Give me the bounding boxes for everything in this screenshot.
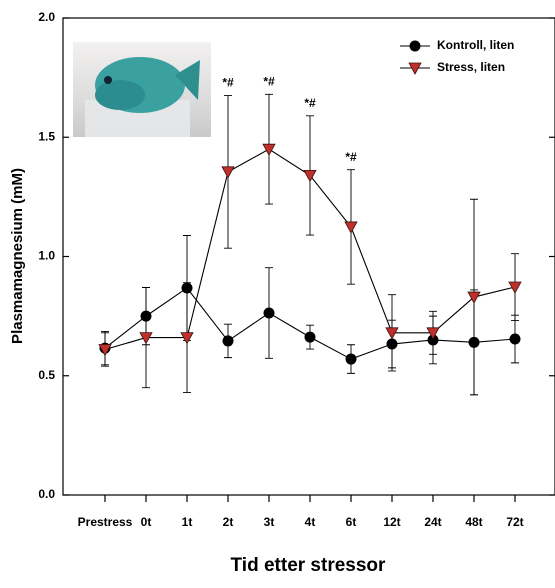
- y-tick-label: 1.5: [38, 129, 55, 143]
- data-point: [139, 332, 153, 345]
- data-point: [426, 327, 440, 340]
- data-point: [467, 291, 481, 304]
- data-point: [508, 281, 522, 294]
- x-tick-label: 3t: [264, 515, 275, 529]
- annotation: *#: [263, 74, 275, 88]
- annotation: *#: [222, 76, 234, 90]
- y-tick-label: 0.0: [38, 487, 55, 501]
- x-tick-label: 48t: [465, 515, 482, 529]
- data-point: [221, 166, 235, 179]
- data-point: [303, 170, 317, 183]
- data-point: [386, 338, 398, 350]
- data-point: [304, 331, 316, 343]
- x-axis-label: Tid etter stressor: [231, 555, 386, 576]
- legend-marker: [408, 62, 422, 75]
- data-point: [181, 282, 193, 294]
- x-tick-label: Prestress: [78, 515, 133, 529]
- y-tick-label: 1.0: [38, 249, 55, 263]
- data-point: [262, 143, 276, 157]
- data-point: [427, 334, 439, 346]
- data-point: [345, 353, 357, 365]
- data-point: [468, 336, 480, 348]
- fish-photo: [73, 42, 211, 137]
- legend-marker: [409, 40, 421, 52]
- data-point: [263, 307, 275, 319]
- data-point: [180, 332, 194, 345]
- x-tick-label: 4t: [305, 515, 316, 529]
- x-tick-label: 6t: [346, 515, 357, 529]
- x-tick-label: 2t: [223, 515, 234, 529]
- annotation: *#: [304, 96, 316, 110]
- data-point: [140, 310, 152, 322]
- legend-label: Kontroll, liten: [437, 38, 514, 52]
- x-tick-label: 72t: [506, 515, 523, 529]
- x-tick-label: 24t: [424, 515, 441, 529]
- x-tick-label: 12t: [383, 515, 400, 529]
- y-tick-label: 2.0: [38, 10, 55, 24]
- data-point: [344, 221, 358, 234]
- x-tick-label: 1t: [182, 515, 193, 529]
- data-point: [385, 327, 399, 340]
- legend-label: Stress, liten: [437, 60, 505, 74]
- y-axis-label: Plasmamagnesium (mM): [9, 168, 26, 344]
- data-point: [509, 333, 521, 345]
- data-point: [222, 335, 234, 347]
- x-tick-label: 0t: [141, 515, 152, 529]
- annotation: *#: [345, 150, 357, 164]
- y-tick-label: 0.5: [38, 368, 55, 382]
- data-point: [98, 344, 112, 357]
